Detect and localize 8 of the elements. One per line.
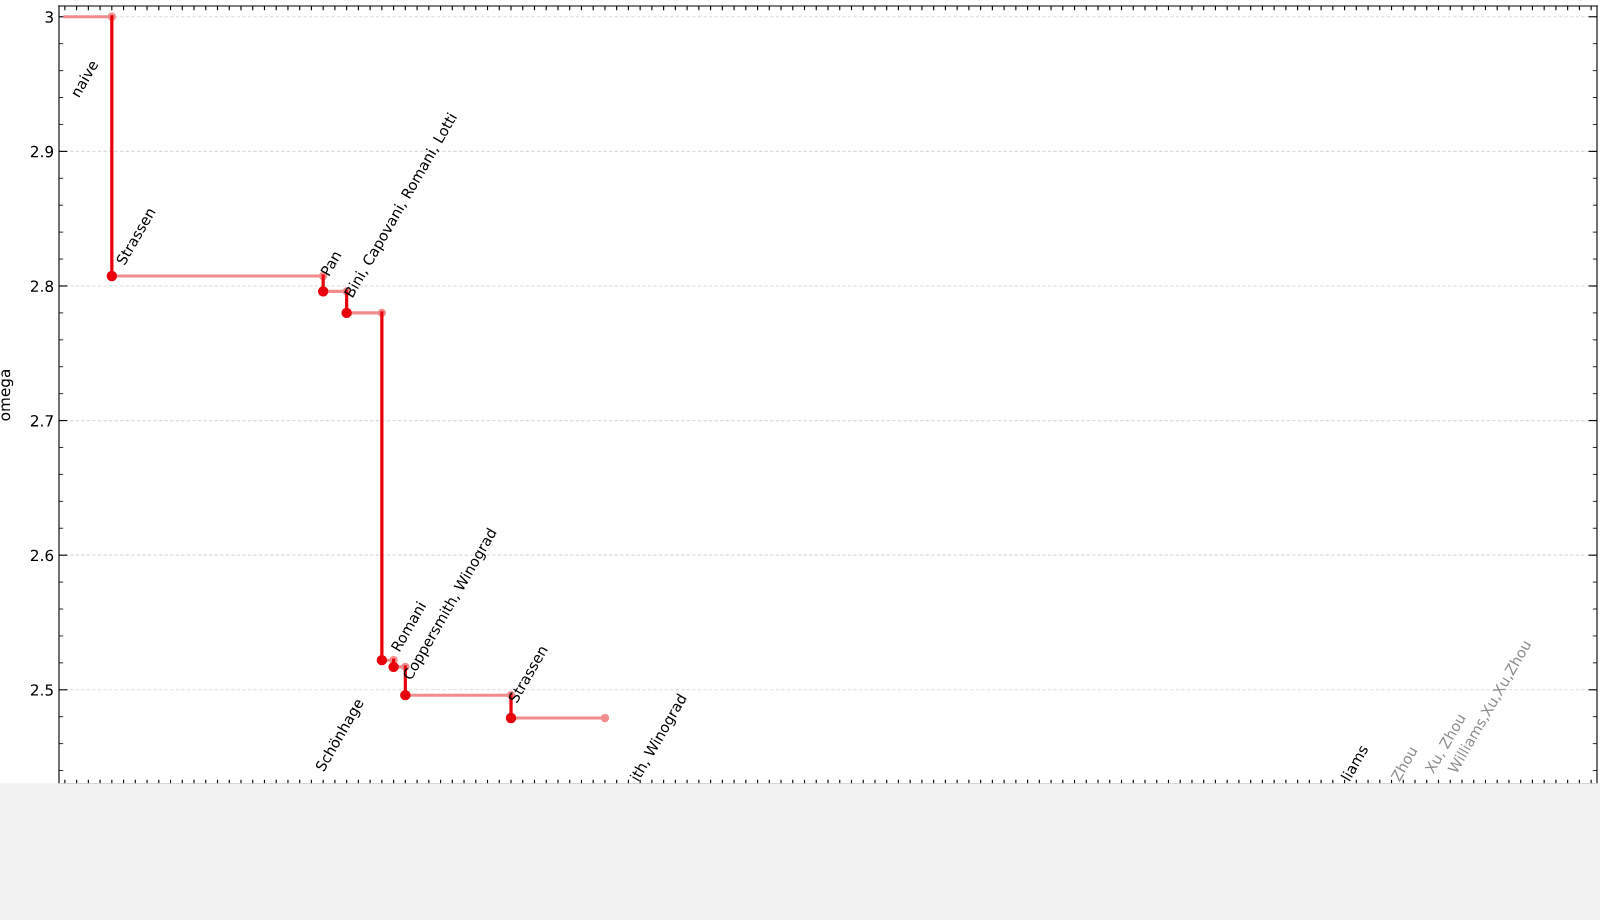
y-tick-label: 2.8 <box>30 280 54 292</box>
y-tick-label: 2.7 <box>30 415 53 427</box>
y-tick-label: 2.9 <box>30 145 54 158</box>
y-tick-label: 2.5 <box>30 684 53 696</box>
y-axis-title: omega <box>1 370 14 421</box>
annotation: Pan <box>320 250 342 277</box>
y-tick-label: 3 <box>45 11 53 23</box>
y-tick-label: 2.6 <box>30 549 54 562</box>
